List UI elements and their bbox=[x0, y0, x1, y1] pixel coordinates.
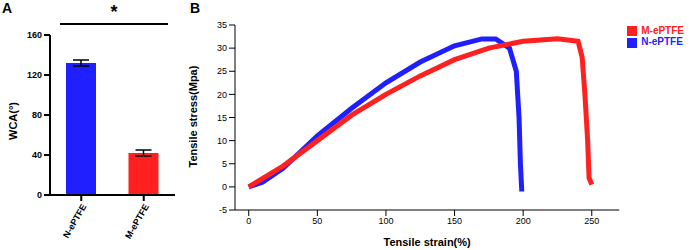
svg-text:Tensile stress(Mpa): Tensile stress(Mpa) bbox=[187, 65, 199, 167]
svg-text:200: 200 bbox=[516, 216, 531, 226]
svg-text:WCA(°): WCA(°) bbox=[7, 102, 19, 140]
svg-text:30: 30 bbox=[217, 43, 227, 53]
svg-text:50: 50 bbox=[312, 216, 322, 226]
svg-text:5: 5 bbox=[222, 159, 227, 169]
svg-text:35: 35 bbox=[217, 20, 227, 30]
svg-text:0: 0 bbox=[246, 216, 251, 226]
svg-text:25: 25 bbox=[217, 66, 227, 76]
svg-text:N-ePTFE: N-ePTFE bbox=[61, 202, 88, 239]
svg-text:250: 250 bbox=[584, 216, 599, 226]
svg-text:15: 15 bbox=[217, 113, 227, 123]
html-text:B: B bbox=[190, 0, 201, 16]
svg-text:160: 160 bbox=[27, 30, 42, 40]
html-text:A: A bbox=[2, 0, 13, 16]
svg-text:150: 150 bbox=[447, 216, 462, 226]
svg-text:20: 20 bbox=[217, 90, 227, 100]
html-text:M-ePTFE: M-ePTFE bbox=[641, 25, 684, 36]
svg-text:40: 40 bbox=[32, 150, 42, 160]
svg-text:Tensile strain(%): Tensile strain(%) bbox=[384, 236, 472, 248]
svg-text:-5: -5 bbox=[219, 205, 227, 215]
svg-text:0: 0 bbox=[37, 190, 42, 200]
svg-text:100: 100 bbox=[378, 216, 393, 226]
html-text:N-ePTFE: N-ePTFE bbox=[641, 36, 683, 48]
svg-text:80: 80 bbox=[32, 110, 42, 120]
svg-text:0: 0 bbox=[222, 182, 227, 192]
svg-text:120: 120 bbox=[27, 70, 42, 80]
svg-text:M-ePTFE: M-ePTFE bbox=[123, 202, 151, 240]
svg-text:10: 10 bbox=[217, 136, 227, 146]
